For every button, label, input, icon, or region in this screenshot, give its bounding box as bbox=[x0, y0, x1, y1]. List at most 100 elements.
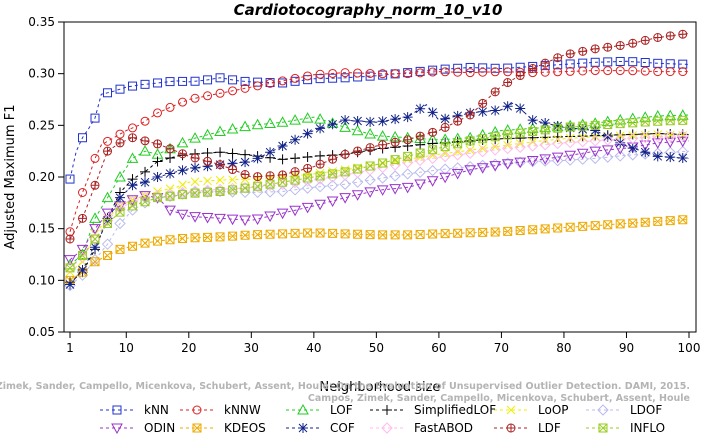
data-point-odin bbox=[251, 214, 264, 225]
data-point-knn bbox=[640, 58, 650, 68]
data-point-cof bbox=[352, 115, 363, 126]
data-point-loop bbox=[515, 139, 525, 148]
data-point-knnw bbox=[328, 68, 338, 78]
series-line-fastabod bbox=[69, 135, 690, 269]
data-point-knnw bbox=[353, 68, 363, 78]
data-point-ldof bbox=[489, 158, 501, 170]
data-point-loop bbox=[240, 174, 250, 184]
data-point-inflo bbox=[665, 116, 675, 126]
data-point-simplifiedlof bbox=[415, 139, 426, 150]
data-point-loop bbox=[540, 136, 550, 145]
data-point-fastabod bbox=[64, 262, 76, 274]
data-point-knnw bbox=[603, 66, 613, 76]
data-point-cof bbox=[240, 157, 251, 168]
y-axis: 0.05 0.10 0.15 0.20 0.25 0.30 0.35 bbox=[28, 15, 64, 339]
data-point-inflo bbox=[353, 164, 363, 174]
data-point-loop bbox=[553, 135, 563, 144]
data-point-lof bbox=[176, 136, 189, 148]
data-point-inflo bbox=[340, 167, 350, 177]
x-tick-label: 1 bbox=[66, 341, 74, 355]
data-point-knn bbox=[203, 75, 213, 85]
series-line-ldof bbox=[69, 150, 690, 286]
data-point-cof bbox=[402, 112, 413, 123]
data-point-fastabod bbox=[576, 135, 589, 148]
data-point-kdeos bbox=[565, 222, 575, 232]
data-point-kdeos bbox=[490, 227, 500, 237]
series-knn bbox=[65, 56, 690, 184]
data-point-ldof bbox=[214, 185, 226, 198]
data-point-kdeos bbox=[403, 230, 413, 240]
data-point-cof bbox=[365, 116, 376, 127]
data-point-knnw bbox=[78, 188, 88, 197]
data-point-inflo bbox=[378, 158, 388, 168]
data-point-cof bbox=[677, 152, 688, 163]
legend-item-inflo: INFLO bbox=[586, 421, 665, 434]
legend-marker bbox=[112, 405, 122, 415]
data-point-kdeos bbox=[503, 226, 513, 236]
legend-marker bbox=[381, 422, 393, 434]
data-point-ldof bbox=[289, 184, 301, 196]
data-point-knn bbox=[65, 174, 75, 184]
data-point-inflo bbox=[540, 125, 550, 135]
data-point-simplifiedlof bbox=[227, 148, 238, 159]
data-point-loop bbox=[590, 132, 600, 142]
data-point-odin bbox=[401, 182, 414, 194]
series-knnw bbox=[65, 66, 689, 237]
data-point-inflo bbox=[328, 169, 338, 179]
data-point-fastabod bbox=[464, 147, 476, 159]
y-tick-label: 0.30 bbox=[28, 67, 55, 81]
legend-label: LDF bbox=[538, 421, 561, 434]
data-point-ldof bbox=[564, 154, 576, 166]
data-point-fastabod bbox=[551, 137, 564, 150]
data-point-cof bbox=[127, 180, 138, 191]
data-point-knn bbox=[328, 73, 338, 83]
data-point-kdeos bbox=[590, 221, 600, 231]
x-tick-label: 20 bbox=[181, 341, 196, 355]
data-point-ldf bbox=[103, 146, 113, 156]
data-point-cof bbox=[665, 152, 676, 163]
data-point-cof bbox=[65, 279, 75, 290]
data-point-fastabod bbox=[439, 150, 451, 163]
data-point-ldf bbox=[390, 137, 400, 147]
data-point-inflo bbox=[90, 234, 100, 244]
series-inflo bbox=[65, 115, 690, 273]
data-point-inflo bbox=[178, 190, 188, 200]
data-point-ldf bbox=[465, 110, 475, 120]
data-point-cof bbox=[577, 124, 588, 135]
data-point-loop bbox=[178, 180, 187, 190]
legend-marker bbox=[298, 423, 308, 433]
data-point-ldf bbox=[653, 33, 663, 42]
data-point-ldf bbox=[515, 71, 525, 81]
data-point-ldof bbox=[201, 186, 214, 198]
data-point-fastabod bbox=[614, 133, 626, 145]
data-point-kdeos bbox=[328, 228, 338, 238]
data-point-cof bbox=[140, 177, 151, 188]
data-point-lof bbox=[301, 112, 314, 123]
data-point-ldf bbox=[65, 234, 75, 244]
series-line-knn bbox=[69, 60, 690, 180]
data-point-odin bbox=[489, 161, 502, 172]
data-point-knn bbox=[103, 88, 113, 98]
data-point-kdeos bbox=[415, 229, 425, 239]
data-point-fastabod bbox=[139, 191, 151, 204]
data-point-ldf bbox=[453, 116, 463, 126]
data-point-cof bbox=[427, 107, 438, 118]
x-tick-label: 60 bbox=[431, 341, 446, 355]
legend-item-kdeos: KDEOS bbox=[180, 421, 266, 434]
data-point-ldof bbox=[326, 179, 339, 192]
data-point-fastabod bbox=[526, 140, 539, 152]
data-point-loop bbox=[478, 144, 488, 153]
data-point-knn bbox=[153, 78, 163, 88]
data-point-odin bbox=[676, 136, 689, 148]
data-point-fastabod bbox=[89, 233, 101, 245]
data-point-kdeos bbox=[515, 226, 525, 236]
data-point-ldof bbox=[614, 150, 626, 162]
data-point-kdeos bbox=[128, 241, 138, 251]
data-point-inflo bbox=[578, 121, 588, 131]
data-point-ldf bbox=[540, 58, 550, 68]
data-point-lof bbox=[639, 111, 652, 122]
series-line-knnw bbox=[69, 70, 689, 232]
data-point-knnw bbox=[540, 67, 550, 77]
data-point-ldof bbox=[414, 166, 426, 178]
legend-item-cof: COF bbox=[286, 421, 355, 434]
